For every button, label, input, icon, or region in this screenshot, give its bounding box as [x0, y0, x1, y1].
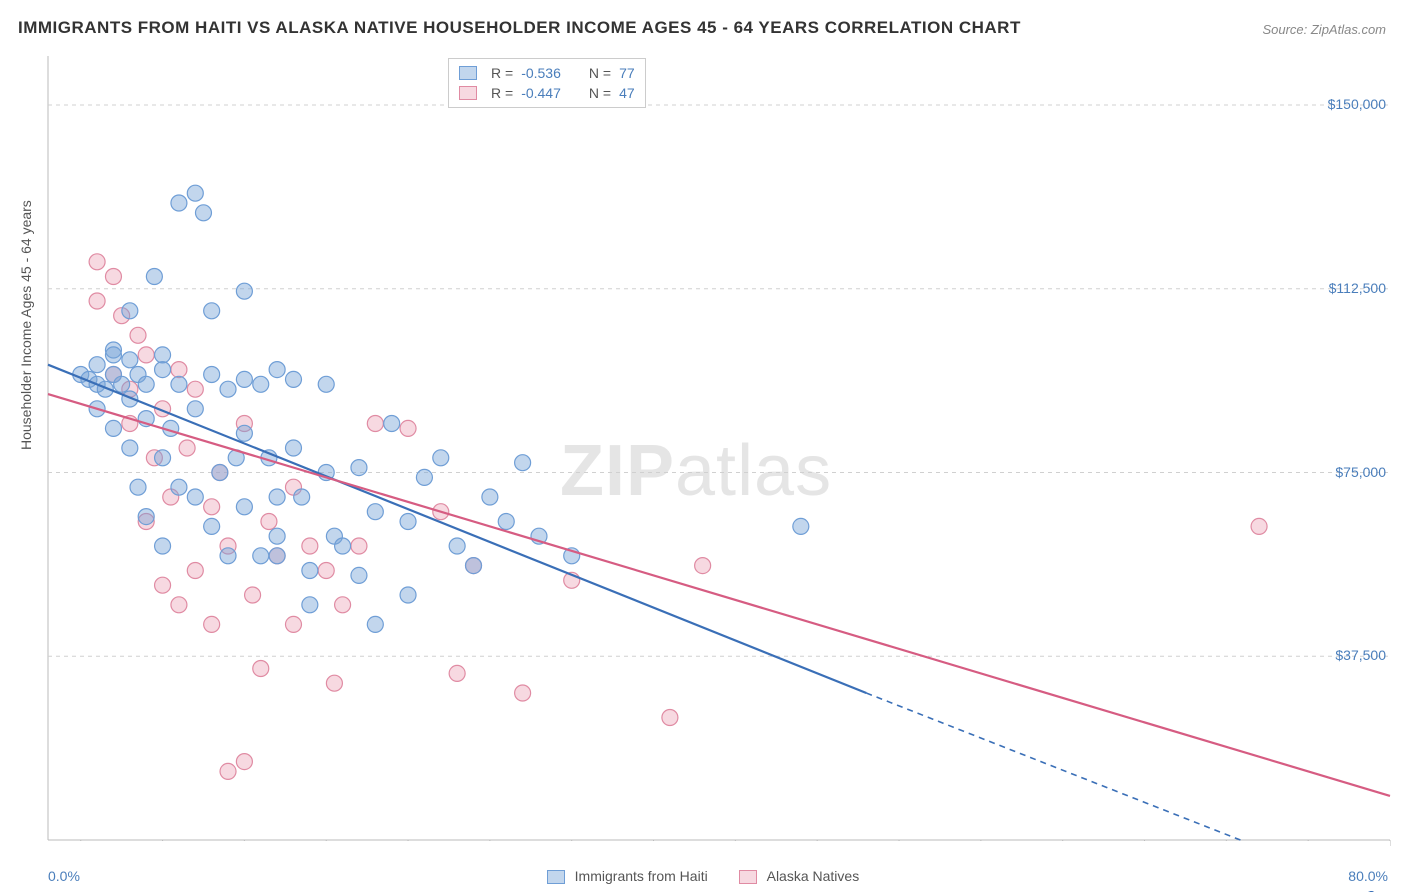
y-tick-label: $150,000 — [1328, 96, 1386, 112]
correlation-legend-box: R = -0.536 N = 77 R = -0.447 N = 47 — [448, 58, 646, 108]
y-tick-label: $112,500 — [1329, 280, 1386, 296]
swatch-alaska-icon — [739, 870, 757, 884]
r-value: -0.447 — [521, 85, 561, 101]
swatch-haiti-icon — [547, 870, 565, 884]
series-legend: Immigrants from Haiti Alaska Natives — [0, 868, 1406, 884]
correlation-chart: IMMIGRANTS FROM HAITI VS ALASKA NATIVE H… — [0, 0, 1406, 892]
swatch-alaska-icon — [459, 86, 477, 100]
swatch-haiti-icon — [459, 66, 477, 80]
n-value: 47 — [619, 85, 635, 101]
y-tick-label: $37,500 — [1335, 647, 1386, 663]
legend-row-alaska: R = -0.447 N = 47 — [459, 83, 635, 103]
scatter-plot-svg — [0, 0, 1406, 892]
n-label: N = — [589, 85, 611, 101]
r-value: -0.536 — [521, 65, 561, 81]
y-tick-label: $75,000 — [1335, 464, 1386, 480]
legend-label-alaska: Alaska Natives — [767, 868, 860, 884]
r-label: R = — [491, 85, 513, 101]
legend-row-haiti: R = -0.536 N = 77 — [459, 63, 635, 83]
legend-label-haiti: Immigrants from Haiti — [575, 868, 708, 884]
n-label: N = — [589, 65, 611, 81]
r-label: R = — [491, 65, 513, 81]
n-value: 77 — [619, 65, 635, 81]
